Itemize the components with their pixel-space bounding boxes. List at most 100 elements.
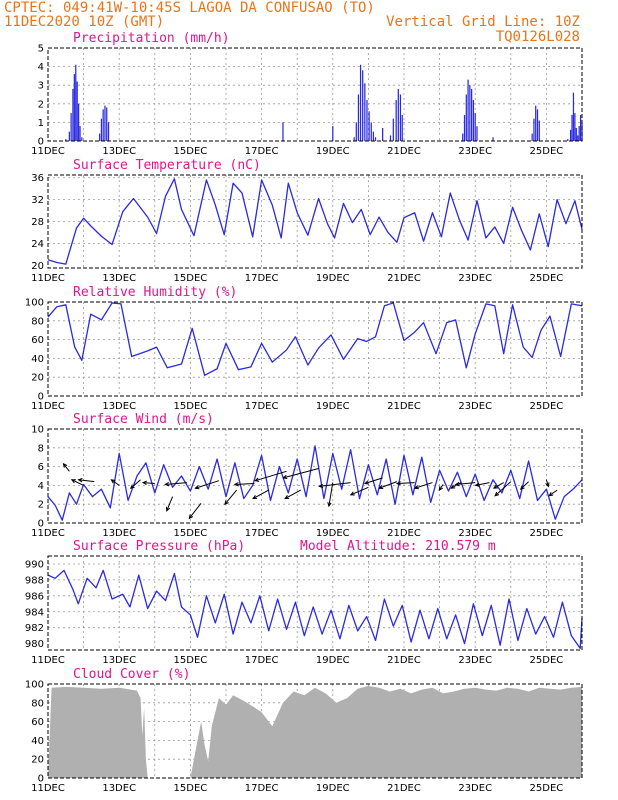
wind-vector-head (252, 495, 258, 500)
precip-bar (359, 64, 362, 141)
precipitation-panel: 0 1 2 3 4 5 11DEC 13DEC 15DEC 17DEC 19DEC 21DEC 23DE… (31, 31, 583, 157)
precipitation-ytick-label: 1 (38, 118, 44, 129)
wind-vector-head (492, 484, 498, 489)
precip-bar (282, 122, 284, 141)
wind-vector (195, 480, 220, 489)
precipitation-ytick-label: 2 (38, 99, 44, 110)
precip-bar (362, 70, 364, 141)
pressure-ytick-label: 986 (25, 591, 44, 602)
wind-xtick-label: 21DEC (387, 528, 421, 539)
humidity-panel: 0 20 40 60 80 100 11DEC 13DEC 15DEC 17DEC 19DEC 21D… (25, 285, 583, 412)
precip-bar (72, 88, 74, 141)
precip-bar (370, 122, 372, 141)
precip-bar (68, 131, 70, 141)
wind-vector-head (318, 483, 324, 489)
cloud-ytick-label: 100 (25, 680, 44, 691)
wind-ytick-label: 8 (38, 443, 44, 454)
precip-bar (73, 74, 75, 141)
wind-vector (78, 479, 95, 483)
humidity-ytick-label: 20 (31, 373, 44, 384)
wind-vector (397, 482, 415, 485)
temperature-ytick-label: 20 (31, 261, 44, 272)
precip-bar (399, 94, 402, 141)
pressure-ytick-label: 984 (25, 607, 44, 618)
temperature-xtick-label: 15DEC (174, 273, 208, 284)
wind-vector-head (166, 506, 171, 512)
wind-line (47, 445, 583, 521)
pressure-annotation: Model Altitude: 210.579 m (300, 539, 496, 554)
wind-vector-head (327, 502, 332, 508)
wind-xtick-label: 23DEC (458, 528, 492, 539)
precip-bar (465, 94, 467, 141)
precip-bar (332, 126, 334, 141)
precip-bar (538, 120, 540, 141)
humidity-line (47, 302, 583, 376)
precipitation-xtick-label: 13DEC (102, 146, 136, 157)
temperature-frame (47, 174, 583, 269)
cloud-xtick-label: 21DEC (387, 783, 421, 794)
precip-bar (353, 137, 355, 141)
precip-bar (372, 131, 375, 141)
precip-bar (535, 105, 537, 141)
wind-vector (475, 482, 490, 486)
temperature-xtick-label: 17DEC (245, 273, 279, 284)
temperature-line (47, 178, 583, 265)
cloud-ytick-label: 80 (31, 698, 44, 709)
cloud-ytick-label: 60 (31, 717, 44, 728)
precip-bar (100, 118, 103, 141)
precip-bar (355, 122, 357, 141)
cloud-panel: 0 20 40 60 80 100 11DEC 13DEC 15DEC 17DEC 19DEC 21D… (25, 667, 583, 794)
wind-vector (166, 496, 174, 511)
wind-vector (450, 482, 462, 489)
wind-vector-head (282, 474, 288, 480)
temperature-xtick-label: 11DEC (31, 273, 65, 284)
wind-vector (188, 502, 202, 519)
wind-vector-head (494, 491, 500, 497)
precip-bar (357, 94, 360, 141)
panels: 0 1 2 3 4 5 11DEC 13DEC 15DEC 17DEC 19DEC 21DEC 23DE… (25, 31, 583, 794)
wind-xtick-label: 15DEC (174, 528, 208, 539)
precip-bar (463, 114, 466, 141)
wind-vector (379, 481, 398, 489)
wind-vector-head (519, 485, 525, 490)
wind-xtick-label: 13DEC (102, 528, 136, 539)
precipitation-xtick-label: 15DEC (174, 146, 208, 157)
humidity-xtick-label: 23DEC (458, 401, 492, 412)
precip-bar (104, 105, 106, 141)
wind-vector (255, 470, 287, 482)
precip-bar (389, 135, 392, 141)
precip-bar (76, 81, 78, 141)
wind-vector-head (454, 481, 460, 487)
precip-bar (102, 109, 104, 141)
precip-bar (572, 92, 575, 141)
temperature-ytick-label: 32 (31, 195, 44, 206)
precip-bar (364, 83, 366, 141)
header-location: CPTEC: 049:41W-10:45S LAGOA DA CONFUSAO … (4, 0, 375, 16)
humidity-xtick-label: 21DEC (387, 401, 421, 412)
wind-vector (455, 482, 476, 485)
wind-vector (328, 482, 334, 507)
cloud-xtick-label: 11DEC (31, 783, 65, 794)
wind-vector-head (545, 482, 550, 488)
wind-vector-head (363, 480, 370, 485)
precip-bar (382, 127, 384, 141)
precip-bar (70, 113, 72, 141)
wind-vector-head (438, 486, 443, 492)
humidity-xtick-label: 25DEC (530, 401, 564, 412)
wind-vector (520, 481, 529, 490)
wind-vector-head (224, 500, 229, 506)
pressure-xtick-label: 15DEC (174, 655, 208, 666)
cloud-xtick-label: 23DEC (458, 783, 492, 794)
wind-title: Surface Wind (m/s) (73, 412, 214, 427)
wind-vector (283, 467, 319, 479)
cloud-xtick-label: 17DEC (245, 783, 279, 794)
precip-bar (368, 111, 370, 141)
precip-bar (574, 113, 576, 141)
wind-vector (319, 482, 351, 487)
wind-vector (494, 481, 512, 497)
pressure-xtick-label: 23DEC (458, 655, 492, 666)
wind-xtick-label: 11DEC (31, 528, 65, 539)
humidity-xtick-label: 11DEC (31, 401, 65, 412)
precipitation-xtick-label: 21DEC (387, 146, 421, 157)
wind-ytick-label: 0 (38, 519, 44, 530)
